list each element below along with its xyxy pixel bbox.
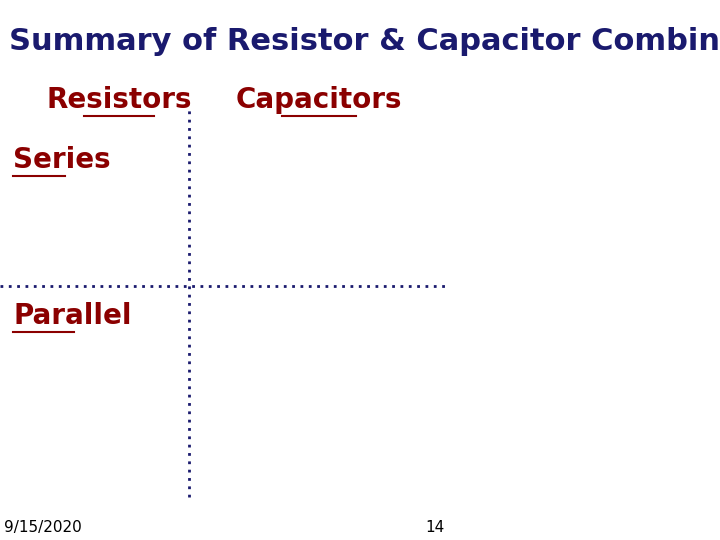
Text: Parallel: Parallel <box>14 302 132 330</box>
Text: Summary of Resistor & Capacitor Combinations: Summary of Resistor & Capacitor Combinat… <box>9 27 720 56</box>
Text: Series: Series <box>14 146 111 174</box>
Text: Capacitors: Capacitors <box>236 86 402 114</box>
Text: 14: 14 <box>426 519 445 535</box>
Text: Resistors: Resistors <box>46 86 192 114</box>
Text: 9/15/2020: 9/15/2020 <box>4 519 82 535</box>
